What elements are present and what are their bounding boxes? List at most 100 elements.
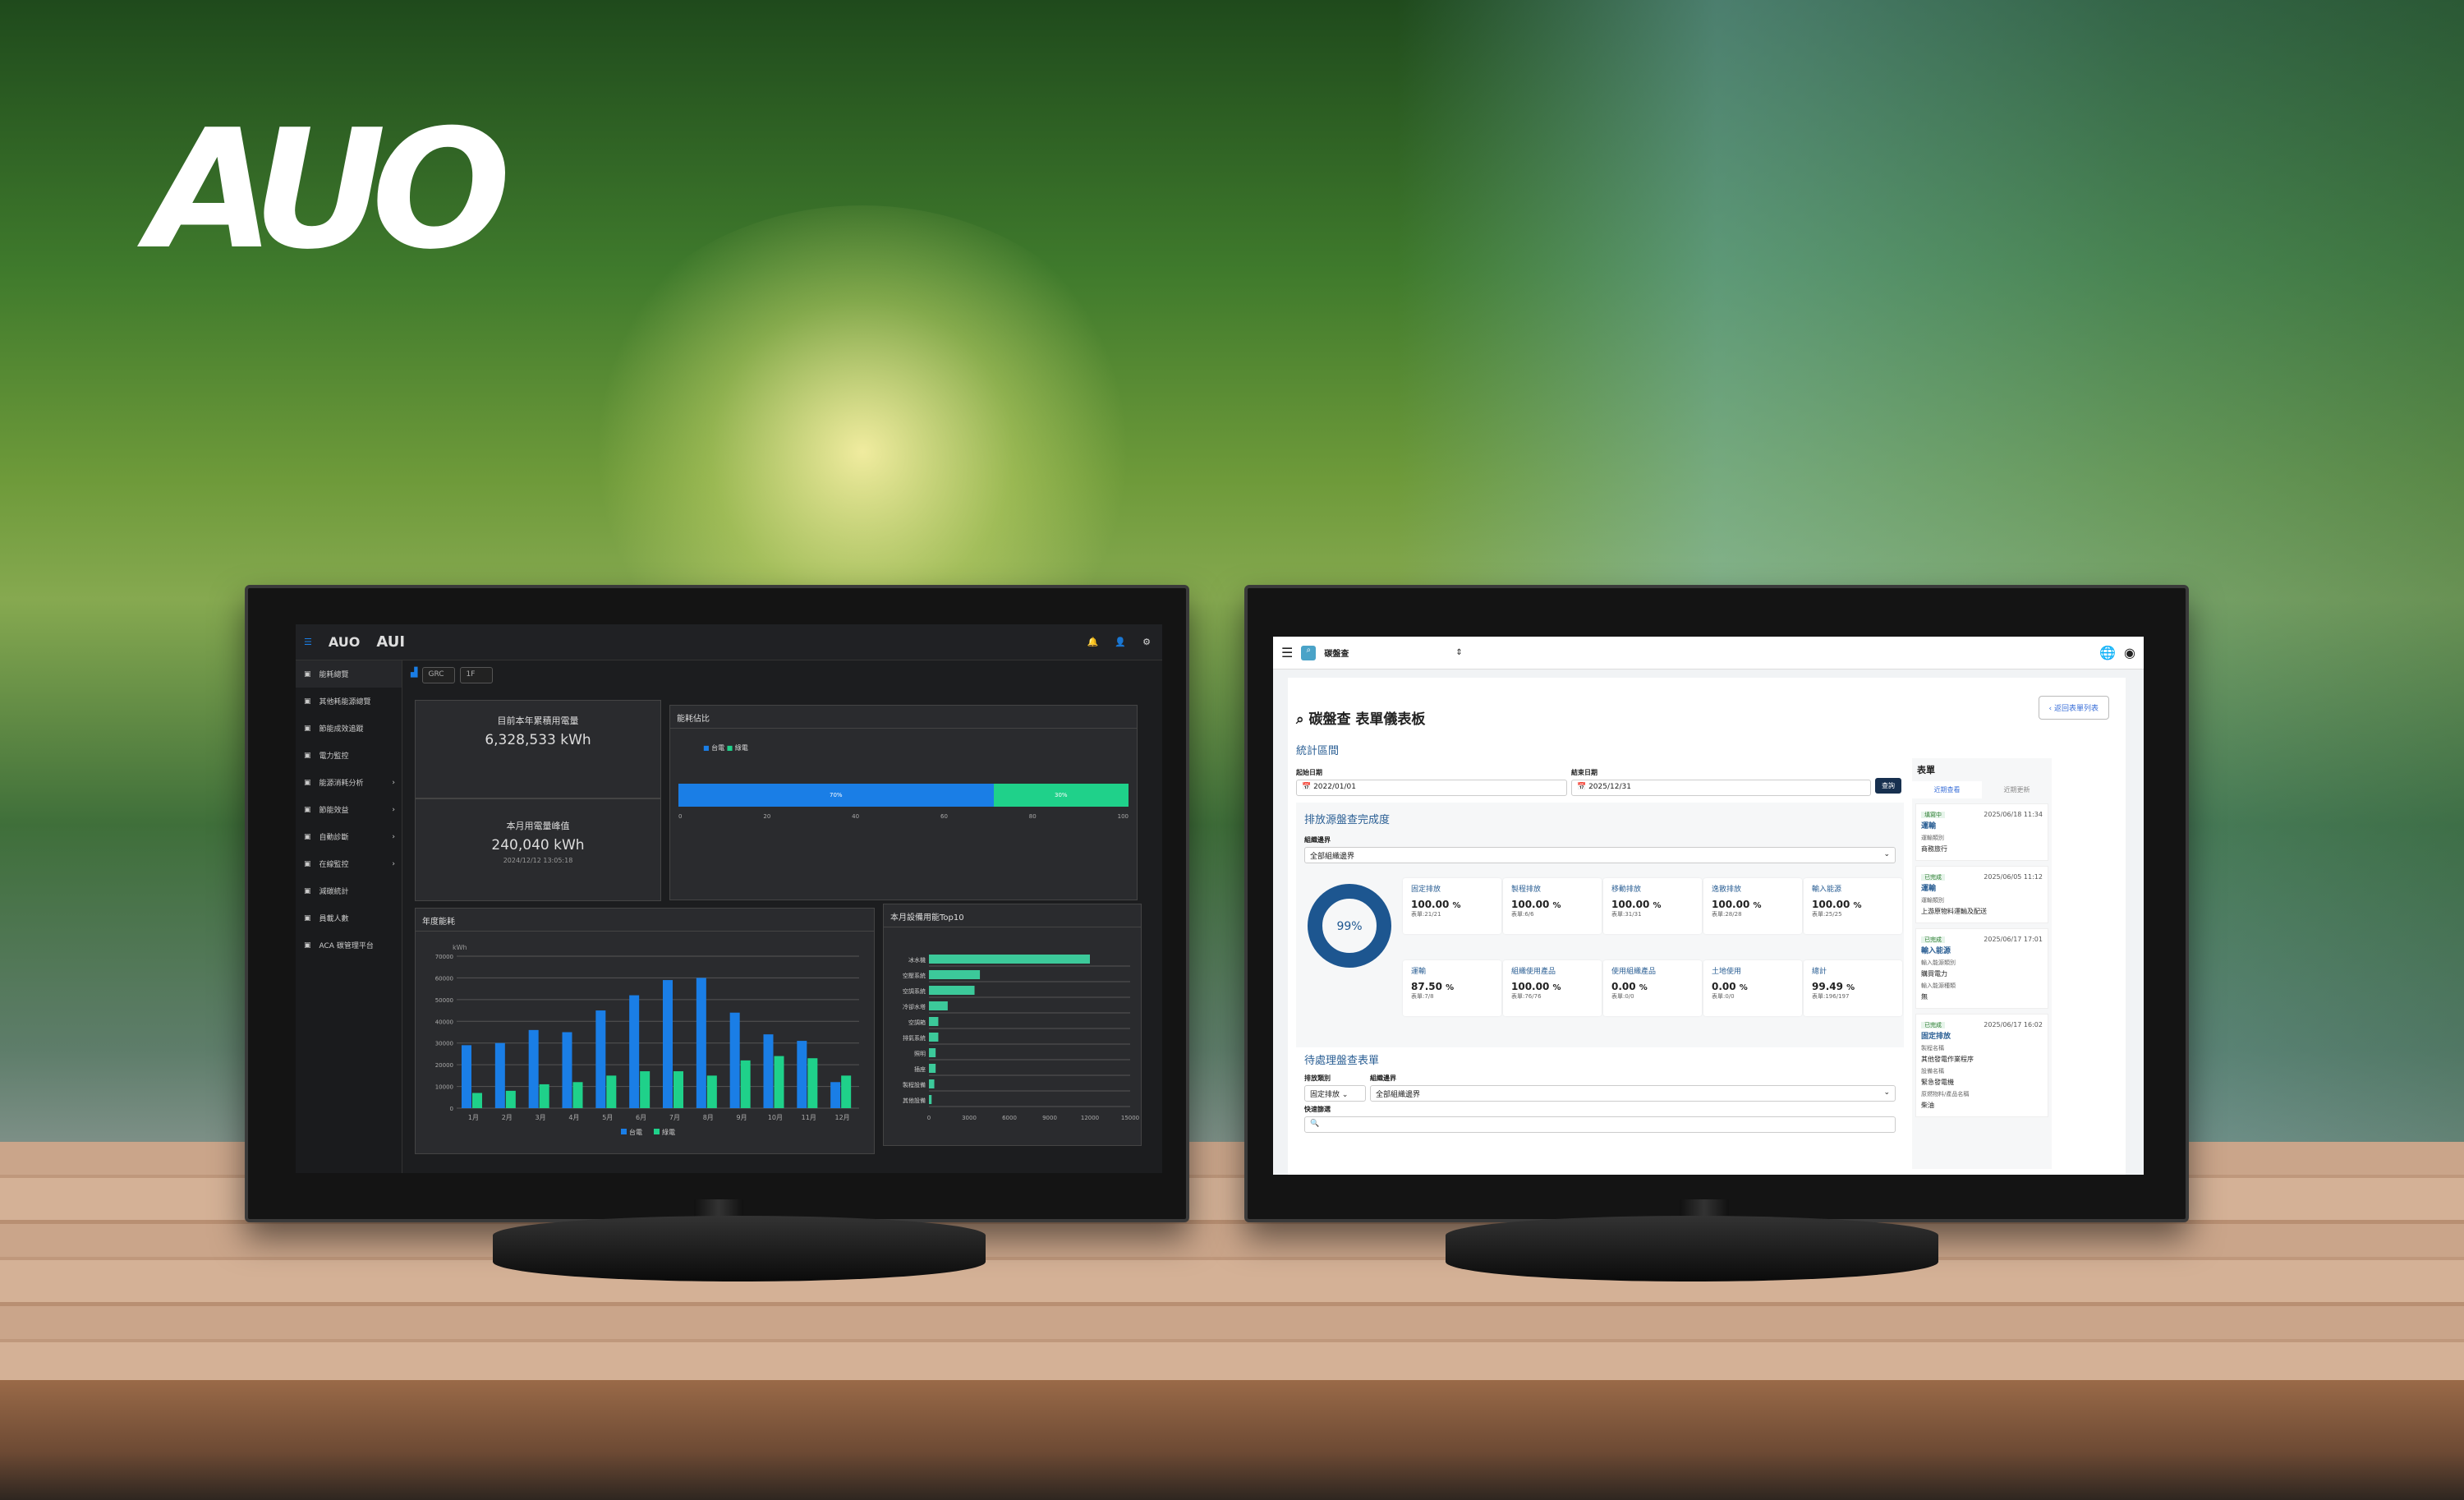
check-icon: ▣ — [304, 724, 311, 733]
stat-sub: 表單:25/25 — [1812, 911, 1842, 918]
right-monitor-base — [1446, 1216, 1938, 1281]
menu-icon[interactable]: ☰ — [1281, 645, 1294, 660]
stat-sub: 表單:31/31 — [1611, 911, 1642, 918]
tick-label: 40 — [852, 813, 860, 820]
form-name: 固定排放 — [1921, 1033, 1951, 1041]
kpi-value: 240,040 kWh — [491, 837, 585, 854]
pending-boundary-value: 全部組織邊界 — [1376, 1091, 1421, 1099]
bar — [929, 1033, 939, 1042]
top10-panel: 本月設備用能Top10 冰水機 空壓系統 空調系統 冷卻水塔 空調箱 排氣系統 照明 插座 製程… — [883, 904, 1142, 1146]
forms-panel: 表單 近期查看 近期更新 填寫中 2025/06/18 11:34 運輸 運輸類別 商務… — [1912, 758, 2052, 1169]
form-detail: 運輸類別 — [1921, 897, 1944, 904]
sidebar-item[interactable]: ▣ 在線監控 › — [296, 850, 402, 877]
account-icon[interactable]: ◉ — [2124, 645, 2135, 660]
sidebar-item[interactable]: ▣ 自動診斷 › — [296, 823, 402, 850]
form-item[interactable]: 已完成 2025/06/17 16:02 固定排放 製程名稱 其他發電作業程序 設備名稱緊… — [1915, 1014, 2048, 1117]
y-tick-label: 0 — [450, 1106, 453, 1112]
y-tick-label: 40000 — [435, 1019, 453, 1025]
x-tick-label: 9月 — [737, 1114, 747, 1121]
x-tick-label: 2月 — [502, 1114, 513, 1121]
bell-icon[interactable]: 🔔 — [1087, 637, 1099, 647]
x-tick-label: 7月 — [669, 1114, 680, 1121]
bar-台電 — [595, 1010, 606, 1108]
bar-綠電 — [740, 1060, 751, 1108]
sidebar-item[interactable]: ▣ 節能效益 › — [296, 796, 402, 823]
y-tick-label: 30000 — [435, 1041, 453, 1047]
stat-value: 100.00 — [1511, 899, 1550, 910]
globe-icon[interactable]: 🌐 — [2099, 645, 2117, 660]
search-input[interactable]: 🔍 — [1304, 1116, 1896, 1133]
x-tick-label: 11月 — [802, 1114, 816, 1121]
ratio-segment: 70% — [678, 784, 994, 807]
x-tick-label: 6000 — [1002, 1115, 1017, 1121]
x-tick-label: 15000 — [1121, 1115, 1139, 1121]
sidebar-item[interactable]: ▣ 電力監控 — [296, 742, 402, 769]
tab-recent-viewed[interactable]: 近期查看 — [1912, 781, 1982, 798]
x-tick-label: 3月 — [536, 1114, 546, 1121]
start-date-input[interactable]: 📅 2022/01/01 — [1296, 780, 1567, 796]
sidebar-item[interactable]: ▣ 節能成效追蹤 — [296, 715, 402, 742]
pending-boundary-label: 組織邊界 — [1370, 1074, 1396, 1082]
sidebar-item-label: ACA 碳管理平台 — [319, 942, 374, 950]
bar-台電 — [494, 1042, 505, 1108]
chevron-right-icon: › — [392, 805, 395, 814]
stat-card: 輸入能源 100.00 % 表單:25/25 — [1804, 878, 1902, 934]
sidebar-item[interactable]: ▣ 其他耗能源總覽 — [296, 688, 402, 715]
legend-label: 綠電 — [662, 1128, 675, 1136]
stat-card: 使用組織產品 0.00 % 表單:0/0 — [1603, 960, 1702, 1016]
tick-label: 60 — [940, 813, 948, 820]
menu-icon[interactable]: ☰ — [304, 637, 312, 647]
form-time: 2025/06/18 11:34 — [1984, 811, 2043, 818]
page-title: ⌕ 碳盤查 表單儀表板 — [1296, 711, 1426, 728]
sidebar-item[interactable]: ▣ 員載人數 — [296, 904, 402, 932]
query-button[interactable]: 查詢 — [1875, 778, 1901, 794]
completion-section: 排放源盤查完成度 組織邊界 全部組織邊界 ⌄ 99% 固定排放 100.00 % 表單:… — [1296, 803, 1904, 1047]
form-item[interactable]: 已完成 2025/06/05 11:12 運輸 運輸類別 上游原物料運輸及配送 — [1915, 866, 2048, 923]
end-date-input[interactable]: 📅 2025/12/31 — [1571, 780, 1871, 796]
app-switch-icon[interactable]: ⇕ — [1455, 648, 1463, 657]
x-tick-label: 6月 — [636, 1114, 646, 1121]
gauge-icon: ▣ — [304, 751, 311, 760]
form-detail: 輸入能源種類 — [1921, 982, 1956, 989]
status-badge: 已完成 — [1921, 936, 1945, 943]
stat-sub: 表單:7/8 — [1411, 993, 1434, 1000]
stat-card: 移動排放 100.00 % 表單:31/31 — [1603, 878, 1702, 934]
stat-card: 製程排放 100.00 % 表單:6/6 — [1503, 878, 1602, 934]
user-icon[interactable]: 👤 — [1115, 637, 1127, 647]
start-label: 起始日期 — [1296, 769, 1322, 776]
stat-value: 100.00 — [1511, 981, 1550, 992]
form-detail: 上游原物料運輸及配送 — [1921, 908, 1987, 915]
floor-select[interactable]: 1F — [460, 667, 494, 683]
form-detail: 製程名稱 — [1921, 1045, 1944, 1051]
panel-title: 能耗佔比 — [670, 706, 1137, 729]
sidebar-item-label: 自動診斷 — [319, 834, 349, 842]
gear-icon[interactable]: ⚙ — [1142, 637, 1151, 647]
form-item[interactable]: 已完成 2025/06/17 17:01 輸入能源 輸入能源類別 購買電力 輸入能源種類無 — [1915, 928, 2048, 1009]
sidebar-item[interactable]: ▣ 能耗總覽 — [296, 660, 402, 688]
stat-sub: 表單:21/21 — [1411, 911, 1441, 918]
bar — [929, 970, 981, 979]
sidebar-item[interactable]: ▣ 減碳統計 — [296, 877, 402, 904]
pending-boundary-select[interactable]: 全部組織邊界 ⌄ — [1370, 1085, 1896, 1102]
type-select[interactable]: 固定排放 ⌄ — [1304, 1085, 1366, 1102]
site-select[interactable]: GRC — [422, 667, 456, 683]
bar-台電 — [663, 980, 673, 1108]
form-detail: 輸入能源類別 — [1921, 959, 1956, 966]
category-label: 排氣系統 — [903, 1034, 926, 1042]
tab-recent-updated[interactable]: 近期更新 — [2003, 786, 2030, 794]
stat-name: 逸散排放 — [1712, 886, 1742, 894]
form-item[interactable]: 填寫中 2025/06/18 11:34 運輸 運輸類別 商務旅行 — [1915, 803, 2048, 861]
boundary-select[interactable]: 全部組織邊界 ⌄ — [1304, 847, 1896, 863]
end-label: 結束日期 — [1571, 769, 1597, 776]
sidebar-item-label: 能源消耗分析 — [319, 780, 364, 788]
status-badge: 已完成 — [1921, 1022, 1945, 1028]
panel-title: 年度能耗 — [416, 909, 874, 932]
stat-name: 總計 — [1812, 968, 1827, 976]
sidebar-item[interactable]: ▣ ACA 碳管理平台 — [296, 932, 402, 959]
y-tick-label: 50000 — [435, 997, 453, 1004]
sidebar-item[interactable]: ▣ 能源消耗分析 › — [296, 769, 402, 796]
sidebar-item-label: 其他耗能源總覽 — [319, 698, 371, 706]
bar-綠電 — [505, 1090, 516, 1108]
back-button[interactable]: ‹ 返回表單列表 — [2038, 696, 2109, 720]
x-tick-label: 1月 — [468, 1114, 479, 1121]
